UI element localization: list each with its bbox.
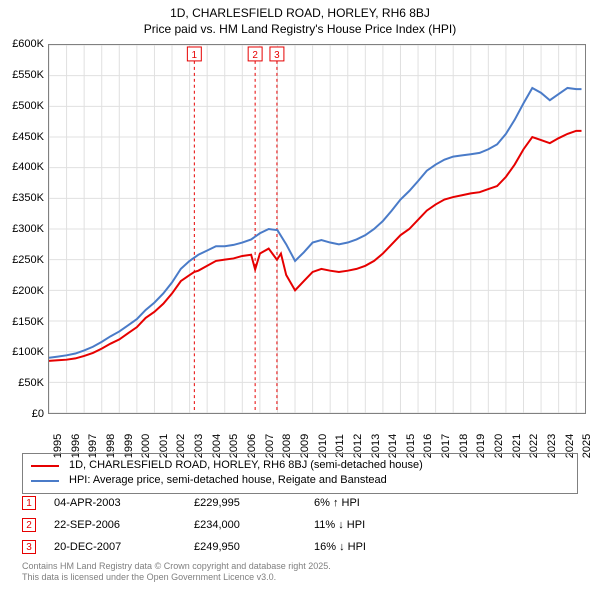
footer-line2: This data is licensed under the Open Gov… — [22, 572, 331, 584]
legend-swatch — [31, 465, 59, 467]
sale-delta: 16% ↓ HPI — [314, 541, 434, 553]
sale-price: £249,950 — [194, 541, 314, 553]
chart-subtitle: Price paid vs. HM Land Registry's House … — [0, 22, 600, 38]
y-tick-label: £400K — [12, 161, 44, 173]
y-axis-labels: £0£50K£100K£150K£200K£250K£300K£350K£400… — [0, 44, 46, 414]
sale-date: 20-DEC-2007 — [54, 541, 194, 553]
y-tick-label: £150K — [12, 316, 44, 328]
chart-container: 1D, CHARLESFIELD ROAD, HORLEY, RH6 8BJ P… — [0, 0, 600, 590]
chart-svg: 1 2 3 — [49, 45, 585, 413]
sale-delta: 11% ↓ HPI — [314, 519, 434, 531]
svg-text:1: 1 — [192, 50, 198, 61]
y-tick-label: £50K — [18, 377, 44, 389]
sale-delta: 6% ↑ HPI — [314, 497, 434, 509]
legend-text: 1D, CHARLESFIELD ROAD, HORLEY, RH6 8BJ (… — [69, 458, 423, 473]
legend-item: 1D, CHARLESFIELD ROAD, HORLEY, RH6 8BJ (… — [31, 458, 569, 473]
svg-text:3: 3 — [274, 50, 280, 61]
sale-date: 04-APR-2003 — [54, 497, 194, 509]
sale-marker-icon: 1 — [22, 496, 36, 510]
y-tick-label: £200K — [12, 285, 44, 297]
legend-box: 1D, CHARLESFIELD ROAD, HORLEY, RH6 8BJ (… — [22, 453, 578, 494]
y-tick-label: £300K — [12, 223, 44, 235]
chart-title: 1D, CHARLESFIELD ROAD, HORLEY, RH6 8BJ — [0, 0, 600, 22]
y-tick-label: £450K — [12, 131, 44, 143]
sale-row: 2 22-SEP-2006£234,00011% ↓ HPI — [22, 514, 578, 536]
y-tick-label: £500K — [12, 100, 44, 112]
y-tick-label: £600K — [12, 38, 44, 50]
y-tick-label: £250K — [12, 254, 44, 266]
y-tick-label: £550K — [12, 69, 44, 81]
sale-price: £229,995 — [194, 497, 314, 509]
sale-date: 22-SEP-2006 — [54, 519, 194, 531]
x-axis-labels: 1995199619971998199920002001200220032004… — [48, 416, 586, 452]
sale-marker-icon: 3 — [22, 540, 36, 554]
sale-price: £234,000 — [194, 519, 314, 531]
legend-swatch — [31, 480, 59, 482]
chart-plot-area: 1 2 3 — [48, 44, 586, 414]
sale-row: 3 20-DEC-2007£249,95016% ↓ HPI — [22, 536, 578, 558]
footer-attribution: Contains HM Land Registry data © Crown c… — [22, 561, 331, 584]
legend-item: HPI: Average price, semi-detached house,… — [31, 473, 569, 488]
sale-marker-icon: 2 — [22, 518, 36, 532]
y-tick-label: £0 — [32, 408, 44, 420]
x-tick-label: 2025 — [581, 434, 593, 458]
y-tick-label: £100K — [12, 346, 44, 358]
legend-text: HPI: Average price, semi-detached house,… — [69, 473, 387, 488]
footer-line1: Contains HM Land Registry data © Crown c… — [22, 561, 331, 573]
svg-text:2: 2 — [252, 50, 258, 61]
sale-row: 1 04-APR-2003£229,9956% ↑ HPI — [22, 492, 578, 514]
sales-table: 1 04-APR-2003£229,9956% ↑ HPI 2 22-SEP-2006… — [22, 492, 578, 558]
y-tick-label: £350K — [12, 192, 44, 204]
